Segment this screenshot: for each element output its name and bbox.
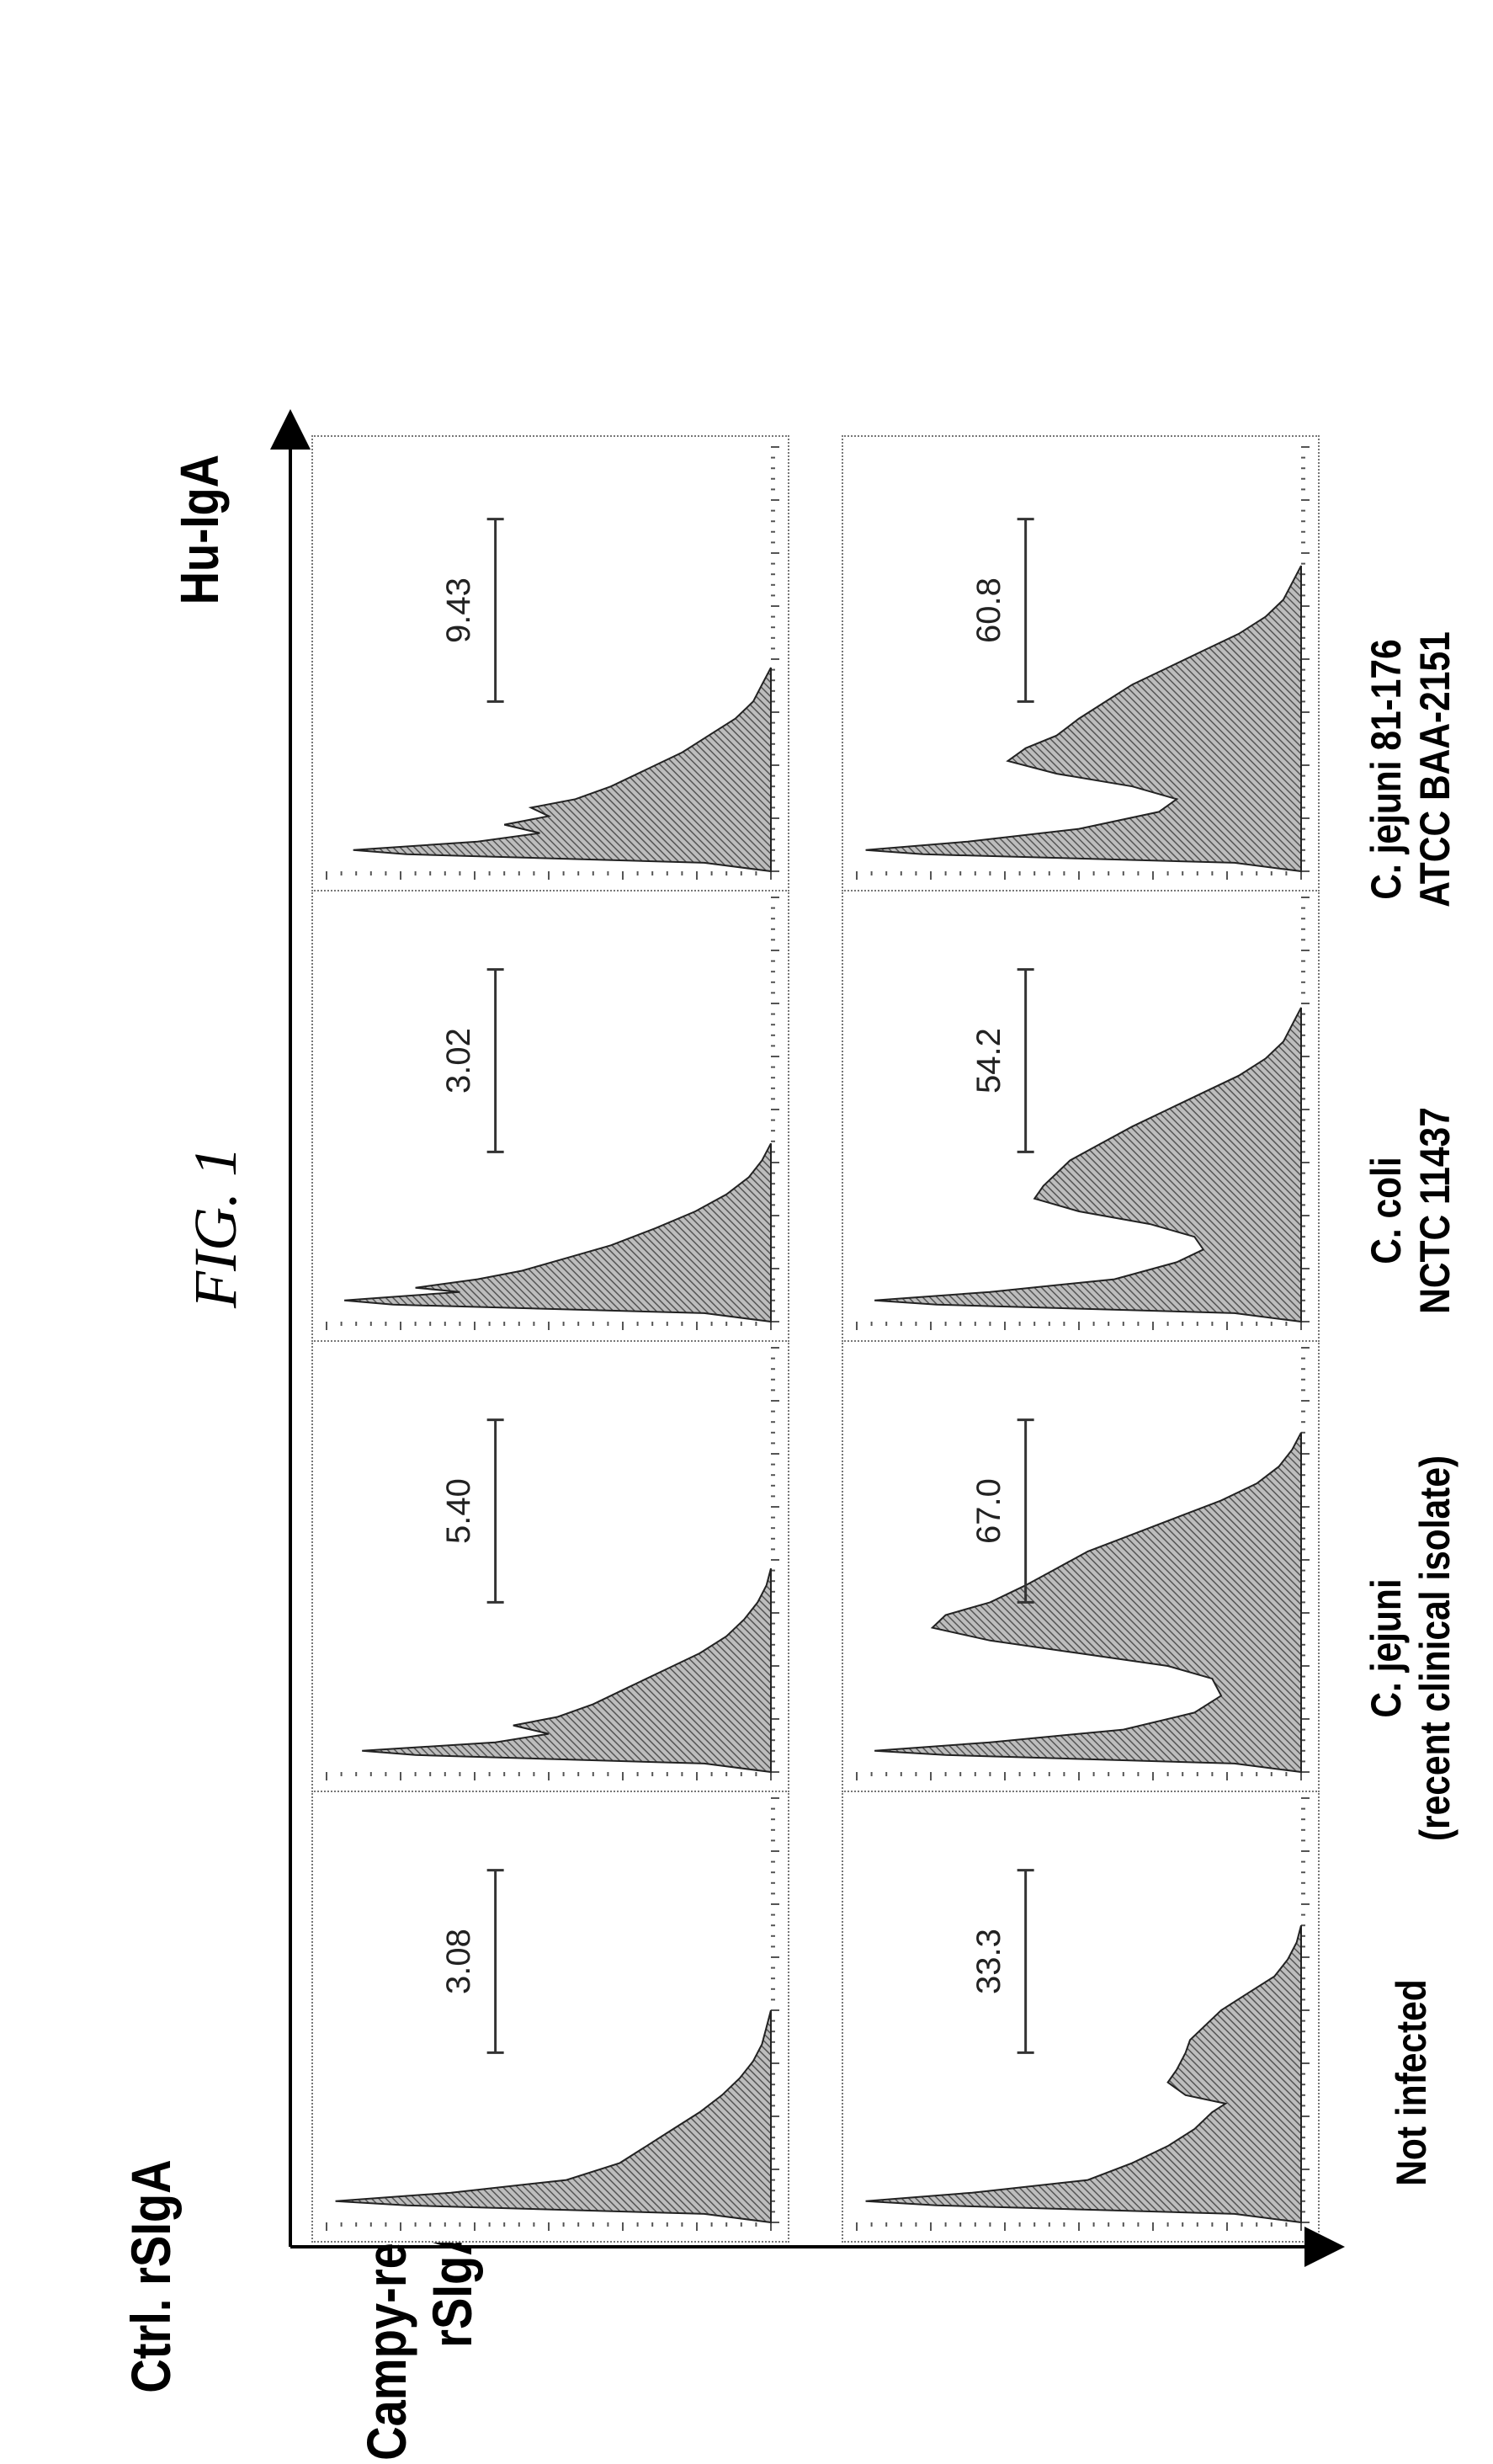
histogram-panel-campy-not-infected: 33.3	[842, 1786, 1320, 2243]
histogram-panel-ctrl-c-jejuni-81-176: 9.43	[311, 435, 789, 891]
histogram-plot	[326, 1797, 779, 2231]
histogram-area	[344, 1142, 772, 1323]
histogram-plot	[856, 446, 1310, 880]
figure: Not infected C. jejuni (recent clinical …	[120, 409, 1458, 2461]
histogram-area	[362, 1567, 772, 1774]
rotated-figure-content: Not infected C. jejuni (recent clinical …	[120, 409, 1458, 2461]
histogram-plot	[856, 1797, 1310, 2231]
histogram-panel-campy-c-jejuni-81-176: 60.8	[842, 435, 1320, 891]
histogram-area	[865, 1924, 1302, 2224]
histogram-area	[353, 667, 772, 873]
histogram-panel-campy-c-coli: 54.2	[842, 886, 1320, 1342]
histogram-area	[874, 1432, 1302, 1774]
histogram-plot	[326, 897, 779, 1330]
histogram-plot	[326, 446, 779, 880]
histogram-plot	[856, 1347, 1310, 1780]
histogram-panel-ctrl-c-coli: 3.02	[311, 886, 789, 1342]
figure-caption: FIG. 1	[182, 1147, 249, 1308]
x-axis-label: Hu-IgA	[169, 455, 230, 605]
histogram-area	[335, 2009, 772, 2224]
histogram-area	[874, 1007, 1302, 1323]
histogram-panel-ctrl-c-jejuni-clinical: 5.40	[311, 1336, 789, 1792]
histogram-plot	[856, 897, 1310, 1330]
histogram-area	[865, 565, 1302, 873]
figure-axes	[270, 409, 1345, 2267]
histogram-plot	[326, 1347, 779, 1780]
histogram-panel-ctrl-not-infected: 3.08	[311, 1786, 789, 2243]
histogram-panel-campy-c-jejuni-clinical: 67.0	[842, 1336, 1320, 1792]
